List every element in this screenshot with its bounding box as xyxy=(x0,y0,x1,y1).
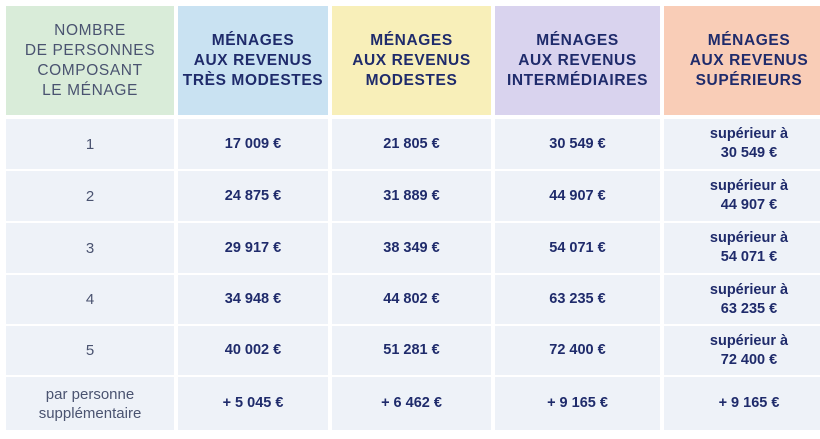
table-cell-superior: supérieur à 72 400 € xyxy=(664,326,820,377)
table-cell-modest: 31 889 € xyxy=(332,171,491,223)
table-cell-very-modest: 29 917 € xyxy=(178,223,328,275)
table-cell-modest: 38 349 € xyxy=(332,223,491,275)
table-cell-superior: supérieur à 54 071 € xyxy=(664,223,820,275)
table-cell-household: 3 xyxy=(6,223,174,275)
header-label: NOMBRE DE PERSONNES COMPOSANT LE MÉNAGE xyxy=(24,21,156,99)
table-cell-household: par personne supplémentaire xyxy=(6,377,174,430)
table-cell-very-modest: 17 009 € xyxy=(178,119,328,171)
table-cell-household: 4 xyxy=(6,275,174,326)
table-cell-household: 5 xyxy=(6,326,174,377)
table-cell-intermediate: 72 400 € xyxy=(495,326,660,377)
header-modest: MÉNAGES AUX REVENUS MODESTES xyxy=(332,6,491,115)
table-cell-intermediate: 44 907 € xyxy=(495,171,660,223)
header-label: MÉNAGES AUX REVENUS SUPÉRIEURS xyxy=(689,31,809,89)
table-cell-intermediate: + 9 165 € xyxy=(495,377,660,430)
table-cell-very-modest: 34 948 € xyxy=(178,275,328,326)
table-cell-modest: 44 802 € xyxy=(332,275,491,326)
table-cell-superior: + 9 165 € xyxy=(664,377,820,430)
table-cell-household: 2 xyxy=(6,171,174,223)
header-superior: MÉNAGES AUX REVENUS SUPÉRIEURS xyxy=(664,6,820,115)
header-label: MÉNAGES AUX REVENUS TRÈS MODESTES xyxy=(182,31,324,89)
table-cell-very-modest: 24 875 € xyxy=(178,171,328,223)
table-cell-superior: supérieur à 44 907 € xyxy=(664,171,820,223)
table-cell-modest: 21 805 € xyxy=(332,119,491,171)
table-cell-very-modest: + 5 045 € xyxy=(178,377,328,430)
table-cell-intermediate: 63 235 € xyxy=(495,275,660,326)
table-cell-superior: supérieur à 30 549 € xyxy=(664,119,820,171)
table-cell-superior: supérieur à 63 235 € xyxy=(664,275,820,326)
table-cell-modest: + 6 462 € xyxy=(332,377,491,430)
table-cell-intermediate: 30 549 € xyxy=(495,119,660,171)
table-cell-very-modest: 40 002 € xyxy=(178,326,328,377)
table-cell-modest: 51 281 € xyxy=(332,326,491,377)
header-label: MÉNAGES AUX REVENUS INTERMÉDIAIRES xyxy=(506,31,649,89)
table-cell-intermediate: 54 071 € xyxy=(495,223,660,275)
header-household-size: NOMBRE DE PERSONNES COMPOSANT LE MÉNAGE xyxy=(6,6,174,115)
header-label: MÉNAGES AUX REVENUS MODESTES xyxy=(352,31,471,89)
header-very-modest: MÉNAGES AUX REVENUS TRÈS MODESTES xyxy=(178,6,328,115)
table-cell-household: 1 xyxy=(6,119,174,171)
header-intermediate: MÉNAGES AUX REVENUS INTERMÉDIAIRES xyxy=(495,6,660,115)
